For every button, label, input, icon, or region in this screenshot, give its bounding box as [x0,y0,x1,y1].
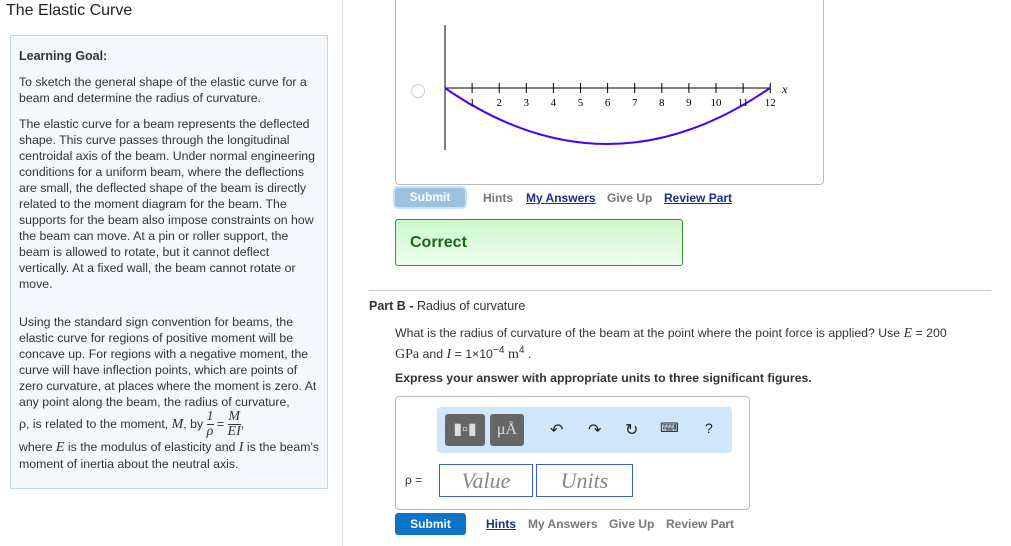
learning-goal-heading: Learning Goal: [19,49,108,63]
reset-icon[interactable]: ↻ [625,422,639,439]
correct-feedback: Correct [395,219,683,266]
x-tick-label: 5 [578,97,584,109]
math-toolbar: ▮▫▮ μÅ ↶ ↷ ↻ ⌨ ? [437,407,732,453]
elastic-curve-graph: x 1 2 3 4 5 6 7 8 9 10 11 12 [444,25,788,150]
x-tick-label: 4 [551,97,557,109]
submit-button-part-a[interactable]: Submit [395,188,465,207]
units-input[interactable]: Units [536,464,633,497]
my-answers-link[interactable]: My Answers [526,191,596,205]
elastic-curve [444,87,771,145]
part-b-title: Part B - Radius of curvature [369,299,526,313]
x-tick-label: 8 [659,97,665,109]
question-text: What is the radius of curvature of the b… [395,326,947,363]
learning-goal-box: Learning Goal: To sketch the general sha… [10,35,328,489]
goal-text: Using the standard sign convention for b… [19,315,317,409]
answer-box [395,396,750,510]
divider [369,290,991,291]
give-up-link[interactable]: Give Up [607,191,653,205]
x-tick-label: 12 [765,97,776,109]
x-tick-label: 11 [738,97,749,109]
submit-button-part-b[interactable]: Submit [395,513,466,535]
templates-icon[interactable]: ▮▫▮ [445,414,485,446]
goal-text: where E is the modulus of elasticity and… [19,440,319,471]
x-tick-label: 1 [469,97,475,109]
goal-text: The elastic curve for a beam represents … [19,117,315,291]
x-axis-label: x [781,82,788,96]
x-tick-label: 10 [711,97,723,109]
rho-label: ρ = [405,473,423,487]
radio-button[interactable] [411,84,425,98]
review-part-link[interactable]: Review Part [666,517,735,531]
x-tick-label: 2 [496,97,502,109]
units-button[interactable]: μÅ [490,414,524,446]
x-tick-label: 6 [605,97,611,109]
instructions: Express your answer with appropriate uni… [395,371,812,385]
review-part-link[interactable]: Review Part [664,191,733,205]
goal-text: To sketch the general shape of the elast… [19,75,307,105]
x-tick-label: 7 [632,97,638,109]
value-input[interactable]: Value [439,464,533,497]
x-tick-label: 3 [524,97,530,109]
keyboard-icon[interactable]: ⌨ [660,420,679,435]
hints-link[interactable]: Hints [483,191,513,205]
x-tick-label: 9 [686,97,692,109]
page-title: The Elastic Curve [6,2,133,19]
hints-link[interactable]: Hints [486,517,516,531]
undo-icon[interactable]: ↶ [550,422,564,439]
redo-icon[interactable]: ↷ [588,422,602,439]
answer-option-graph [395,0,824,185]
give-up-link[interactable]: Give Up [609,517,655,531]
help-icon[interactable]: ? [705,420,713,436]
my-answers-link[interactable]: My Answers [528,517,598,531]
